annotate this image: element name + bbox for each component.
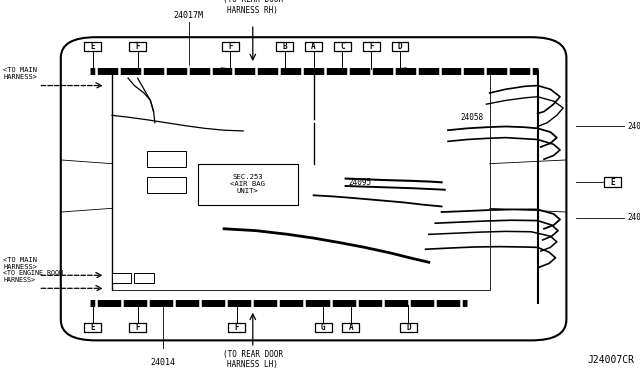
Text: D: D [397,42,403,51]
Text: 24058: 24058 [461,113,484,122]
Bar [147,177,186,193]
Text: 24014: 24014 [150,358,176,367]
Text: G: G [321,323,326,332]
Bar [198,164,298,205]
Text: E: E [90,323,95,332]
Bar [112,273,131,283]
Bar [400,323,417,332]
Text: F: F [135,323,140,332]
Text: (TO REAR DOOR
HARNESS LH): (TO REAR DOOR HARNESS LH) [223,350,283,369]
Bar [392,42,408,51]
Bar [134,273,154,283]
Text: J24007CR: J24007CR [588,355,635,365]
Text: <TO MAIN
HARNESS>: <TO MAIN HARNESS> [3,257,37,270]
Text: <TO MAIN
HARNESS>: <TO MAIN HARNESS> [3,67,37,80]
Bar [604,177,621,187]
Text: F: F [228,42,233,51]
Bar [334,42,351,51]
Bar [222,42,239,51]
Text: SEC.253
<AIR BAG
UNIT>: SEC.253 <AIR BAG UNIT> [230,174,265,194]
Bar [228,323,245,332]
Bar [84,42,101,51]
Text: A: A [348,323,353,332]
Bar [112,74,490,290]
Text: 24017M: 24017M [174,12,204,20]
Bar [276,42,293,51]
Text: F: F [369,42,374,51]
Text: C: C [340,42,345,51]
PathPatch shape [61,37,566,340]
Text: E: E [610,178,615,187]
Bar [342,323,359,332]
Bar [84,323,101,332]
Text: B: B [282,42,287,51]
Text: D: D [406,323,411,332]
Bar [363,42,380,51]
Text: E: E [90,42,95,51]
Text: A: A [311,42,316,51]
Text: F: F [234,323,239,332]
Bar [315,323,332,332]
Bar [147,151,186,167]
Text: (TO REAR DOOR
HARNESS RH): (TO REAR DOOR HARNESS RH) [223,0,283,15]
Bar [129,323,146,332]
Bar [129,42,146,51]
Text: 24027N: 24027N [627,213,640,222]
Bar [305,42,322,51]
Text: F: F [135,42,140,51]
Text: 24095: 24095 [349,178,372,187]
Text: 24093M: 24093M [627,122,640,131]
Text: <TO ENGINE ROOM
HARNESS>: <TO ENGINE ROOM HARNESS> [3,270,63,283]
